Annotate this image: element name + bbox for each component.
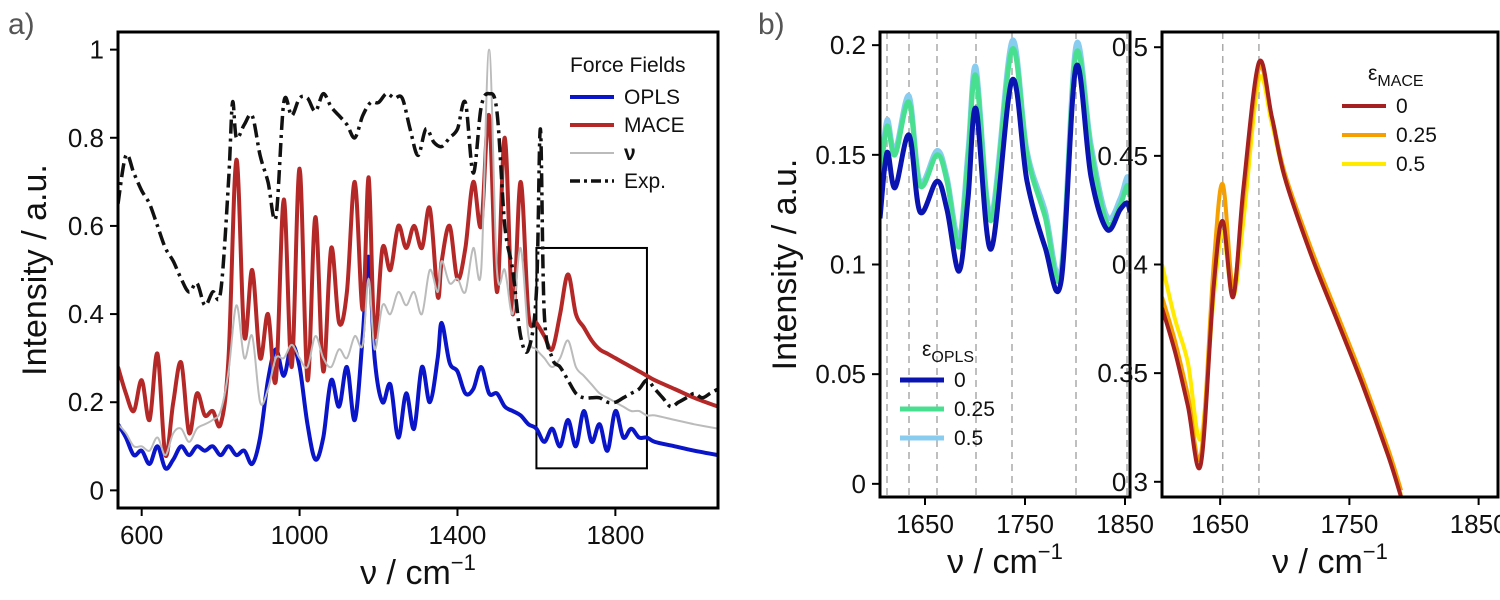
chart-a-series-MACE [118,113,718,458]
chart-a-series-OPLS [118,254,718,471]
chart-b2: 1650 1750 1850 0.3 0.35 0.4 0.45 0.5 εMACE 0 0.2… [1097,30,1500,581]
chart-a-xtick-label: 600 [120,520,163,550]
chart-b2-xlabel: ν / cm−1 [1272,539,1388,581]
chart-b2-series-05 [1162,74,1403,496]
chart-a-legend-label: OPLS [624,86,680,109]
chart-b2-ytick-label: 0.4 [1112,250,1148,280]
chart-a-legend-label: Exp. [624,170,666,193]
chart-b1-legend-label: 0 [954,369,966,392]
chart-a-legend: Force Fields OPLS MACE ν Exp. [570,54,686,193]
chart-a-xtick-label: 1800 [586,520,644,550]
chart-b1-legend: εOPLS 0 0.25 0.5 [900,338,995,450]
chart-b1-ytick-label: 0.15 [815,140,866,170]
chart-a-legend-title: Force Fields [570,54,686,77]
chart-b1-legend-title: εOPLS [922,338,974,366]
chart-b1-ytick-label: 0.2 [830,30,866,60]
chart-b2-ytick-label: 0.45 [1097,141,1148,171]
chart-b2-xtick-label: 1650 [1191,509,1249,539]
panel-label-b: b) [758,8,785,41]
chart-b1-xtick-label: 1850 [1096,509,1154,539]
chart-b2-xtick-label: 1850 [1450,509,1500,539]
chart-a-series- [118,48,718,457]
chart-b1-ytick-label: 0.1 [830,250,866,280]
chart-b2-legend: εMACE 0 0.25 0.5 [1342,62,1437,176]
chart-a-ytick-label: 1 [90,35,104,65]
chart-b1-ylabel: Intensity / a.u. [766,159,804,371]
chart-b1-series-0 [880,62,1130,294]
chart-b1-xlabel: ν / cm−1 [947,539,1063,581]
panel-label-a: a) [8,8,35,41]
chart-a-series-Exp [118,91,718,409]
chart-a-ytick-label: 0.8 [68,123,104,153]
chart-b1-legend-label: 0.5 [954,427,983,450]
chart-b2-xtick-label: 1750 [1320,509,1378,539]
chart-b1-legend-label: 0.25 [954,398,995,421]
chart-a-frame [116,30,720,510]
chart-a-legend-label: ν [624,142,636,165]
chart-a-ytick-label: 0.4 [68,299,104,329]
chart-a-xlabel: ν / cm−1 [360,550,476,592]
chart-b2-legend-title: εMACE [1368,62,1424,90]
chart-a: 600 1000 1400 1800 0 0.2 0.4 0.6 0.8 1 Force Fie… [16,30,720,592]
chart-a-ytick-label: 0.6 [68,211,104,241]
chart-a-ytick-label: 0.2 [68,387,104,417]
chart-b2-ytick-label: 0.3 [1112,467,1148,497]
chart-b2-ytick-label: 0.5 [1112,32,1148,62]
chart-b2-ytick-label: 0.35 [1097,358,1148,388]
chart-b1-ytick-label: 0 [852,469,866,499]
chart-b2-legend-label: 0.25 [1396,124,1437,147]
chart-b1-xtick-label: 1750 [996,509,1054,539]
chart-b1-series-025 [880,46,1130,285]
chart-b1-ytick-label: 0.05 [815,359,866,389]
chart-a-xtick-label: 1400 [429,520,487,550]
chart-b2-legend-label: 0.5 [1396,153,1425,176]
chart-a-xtick-label: 1000 [271,520,329,550]
chart-b2-series-0 [1162,58,1404,497]
chart-a-zoom-box [535,246,648,470]
chart-a-ytick-label: 0 [90,475,104,505]
chart-b1-xtick-label: 1650 [896,509,954,539]
chart-b2-legend-label: 0 [1396,95,1408,118]
chart-b1: 1650 1750 1850 0 0.05 0.1 0.15 0.2 εOPLS 0 0.25 0… [766,30,1154,581]
chart-a-ylabel: Intensity / a.u. [16,164,54,376]
chart-a-legend-label: MACE [624,114,685,137]
